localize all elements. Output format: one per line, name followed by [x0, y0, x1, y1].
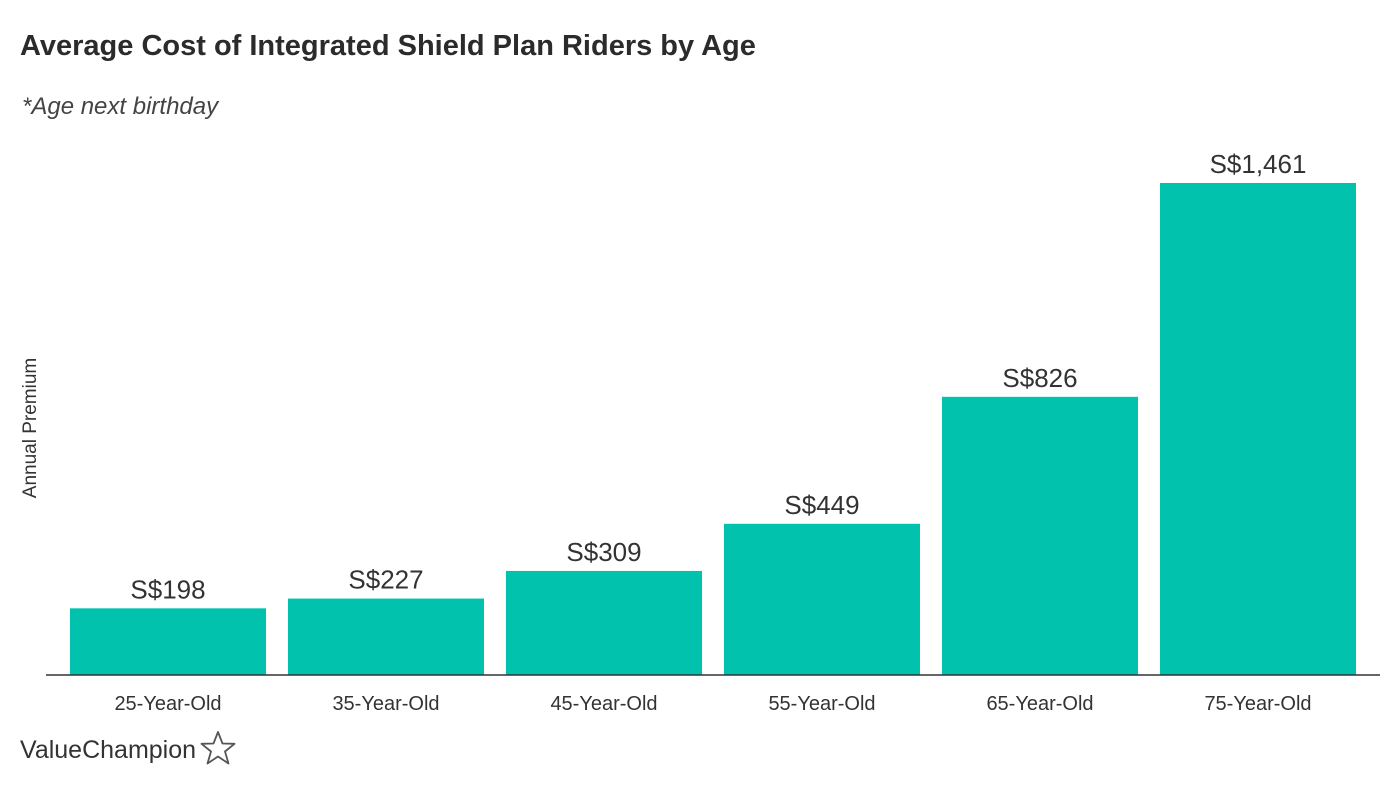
bar-75-year-old — [1160, 183, 1356, 675]
bar-45-year-old — [506, 570, 702, 675]
chart-subtitle: *Age next birthday — [22, 93, 219, 120]
brand-name: ValueChampion — [20, 736, 197, 764]
bar-value-label: S$449 — [784, 490, 859, 520]
bar-value-label: S$198 — [130, 574, 205, 604]
bar-value-label: S$826 — [1002, 363, 1077, 393]
value-labels-group: S$198 S$227 S$309 S$449 S$826 S$1,461 — [130, 149, 1306, 604]
brand-logo: ValueChampion — [20, 730, 236, 771]
bar-value-label: S$227 — [348, 565, 423, 595]
x-tick-label: 45-Year-Old — [550, 693, 657, 715]
x-tick-label: 25-Year-Old — [114, 693, 221, 715]
bar-35-year-old — [288, 598, 484, 675]
bars-group — [70, 183, 1356, 675]
star-outline-icon — [200, 730, 236, 771]
x-tick-label: 55-Year-Old — [768, 693, 875, 715]
bar-65-year-old — [942, 396, 1138, 675]
bar-25-year-old — [70, 608, 266, 675]
bar-value-label: S$309 — [566, 537, 641, 567]
x-tick-label: 35-Year-Old — [332, 693, 439, 715]
chart-title: Average Cost of Integrated Shield Plan R… — [20, 30, 756, 62]
x-tick-label: 75-Year-Old — [1204, 693, 1311, 715]
x-tick-label: 65-Year-Old — [986, 693, 1093, 715]
y-axis-label: Annual Premium — [20, 358, 41, 498]
tick-labels-group: 25-Year-Old 35-Year-Old 45-Year-Old 55-Year… — [114, 693, 1311, 715]
bar-55-year-old — [724, 523, 920, 675]
bar-value-label: S$1,461 — [1210, 149, 1307, 179]
